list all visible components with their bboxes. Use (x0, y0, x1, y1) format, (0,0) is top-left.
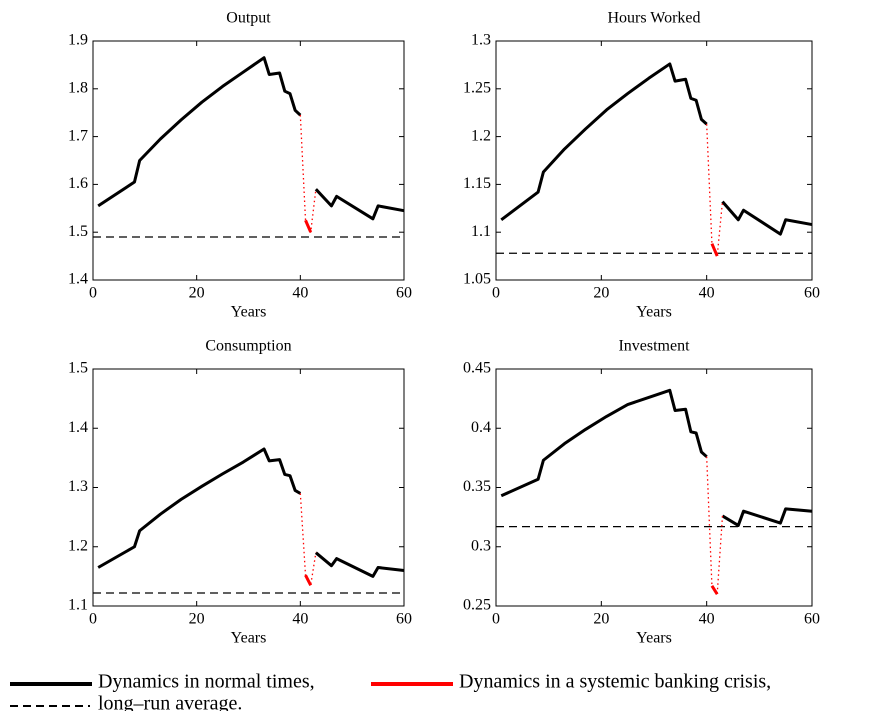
series-line (304, 219, 313, 233)
y-tick-label: 1.3 (68, 478, 88, 495)
x-tick-label: 40 (292, 611, 308, 628)
x-axis-label: Years (636, 304, 672, 321)
y-tick-label: 1.1 (68, 597, 88, 614)
x-tick-label: 0 (492, 611, 500, 628)
series-line (500, 388, 813, 527)
series-line (500, 62, 813, 236)
legend-label: Dynamics in normal times, (98, 671, 315, 693)
y-tick-label: 1.2 (471, 127, 491, 144)
series-line (706, 124, 724, 257)
legend-label: Dynamics in a systemic banking crisis, (459, 671, 771, 693)
y-tick-label: 1.15 (463, 175, 491, 192)
x-tick-label: 20 (593, 611, 609, 628)
series-line (710, 243, 719, 257)
x-tick-label: 60 (396, 611, 412, 628)
chart-title: Output (226, 10, 271, 27)
series-line (304, 574, 313, 586)
x-tick-label: 40 (699, 611, 715, 628)
chart-title: Investment (618, 338, 690, 355)
x-tick-label: 20 (189, 611, 205, 628)
series-line (710, 585, 719, 595)
y-tick-label: 1.2 (68, 537, 88, 554)
x-tick-label: 0 (89, 611, 97, 628)
y-tick-label: 1.1 (471, 223, 491, 240)
plot-frame (495, 40, 813, 281)
y-tick-label: 1.6 (68, 175, 88, 192)
y-tick-label: 1.5 (68, 223, 88, 240)
x-tick-label: 60 (396, 285, 412, 302)
x-axis-label: Years (636, 630, 672, 647)
y-tick-label: 1.25 (463, 79, 491, 96)
x-tick-label: 40 (699, 285, 715, 302)
series-line (97, 447, 405, 578)
y-tick-label: 0.45 (463, 360, 491, 377)
series-line (299, 115, 317, 233)
x-tick-label: 0 (492, 285, 500, 302)
x-tick-label: 60 (804, 285, 820, 302)
y-tick-label: 1.5 (68, 360, 88, 377)
x-tick-label: 20 (593, 285, 609, 302)
plot-frame (495, 368, 813, 607)
series-line (299, 493, 317, 586)
y-tick-label: 1.4 (68, 419, 88, 436)
chart-title: Consumption (205, 338, 291, 355)
y-tick-label: 1.4 (68, 271, 88, 288)
x-tick-label: 40 (292, 285, 308, 302)
x-axis-label: Years (231, 304, 267, 321)
y-tick-label: 1.7 (68, 127, 88, 144)
y-tick-label: 0.3 (471, 537, 491, 554)
y-tick-label: 1.05 (463, 271, 491, 288)
y-tick-label: 1.8 (68, 79, 88, 96)
y-tick-label: 1.3 (471, 32, 491, 49)
legend-label: long–run average. (98, 693, 242, 711)
y-tick-label: 1.9 (68, 32, 88, 49)
chart-title: Hours Worked (607, 10, 700, 27)
y-tick-label: 0.25 (463, 597, 491, 614)
plot-frame (92, 368, 405, 607)
x-tick-label: 60 (804, 611, 820, 628)
series-line (706, 456, 724, 595)
x-tick-label: 0 (89, 285, 97, 302)
plot-frame (92, 40, 405, 281)
series-line (97, 56, 405, 221)
x-axis-label: Years (231, 630, 267, 647)
x-tick-label: 20 (189, 285, 205, 302)
y-tick-label: 0.4 (471, 419, 491, 436)
y-tick-label: 0.35 (463, 478, 491, 495)
